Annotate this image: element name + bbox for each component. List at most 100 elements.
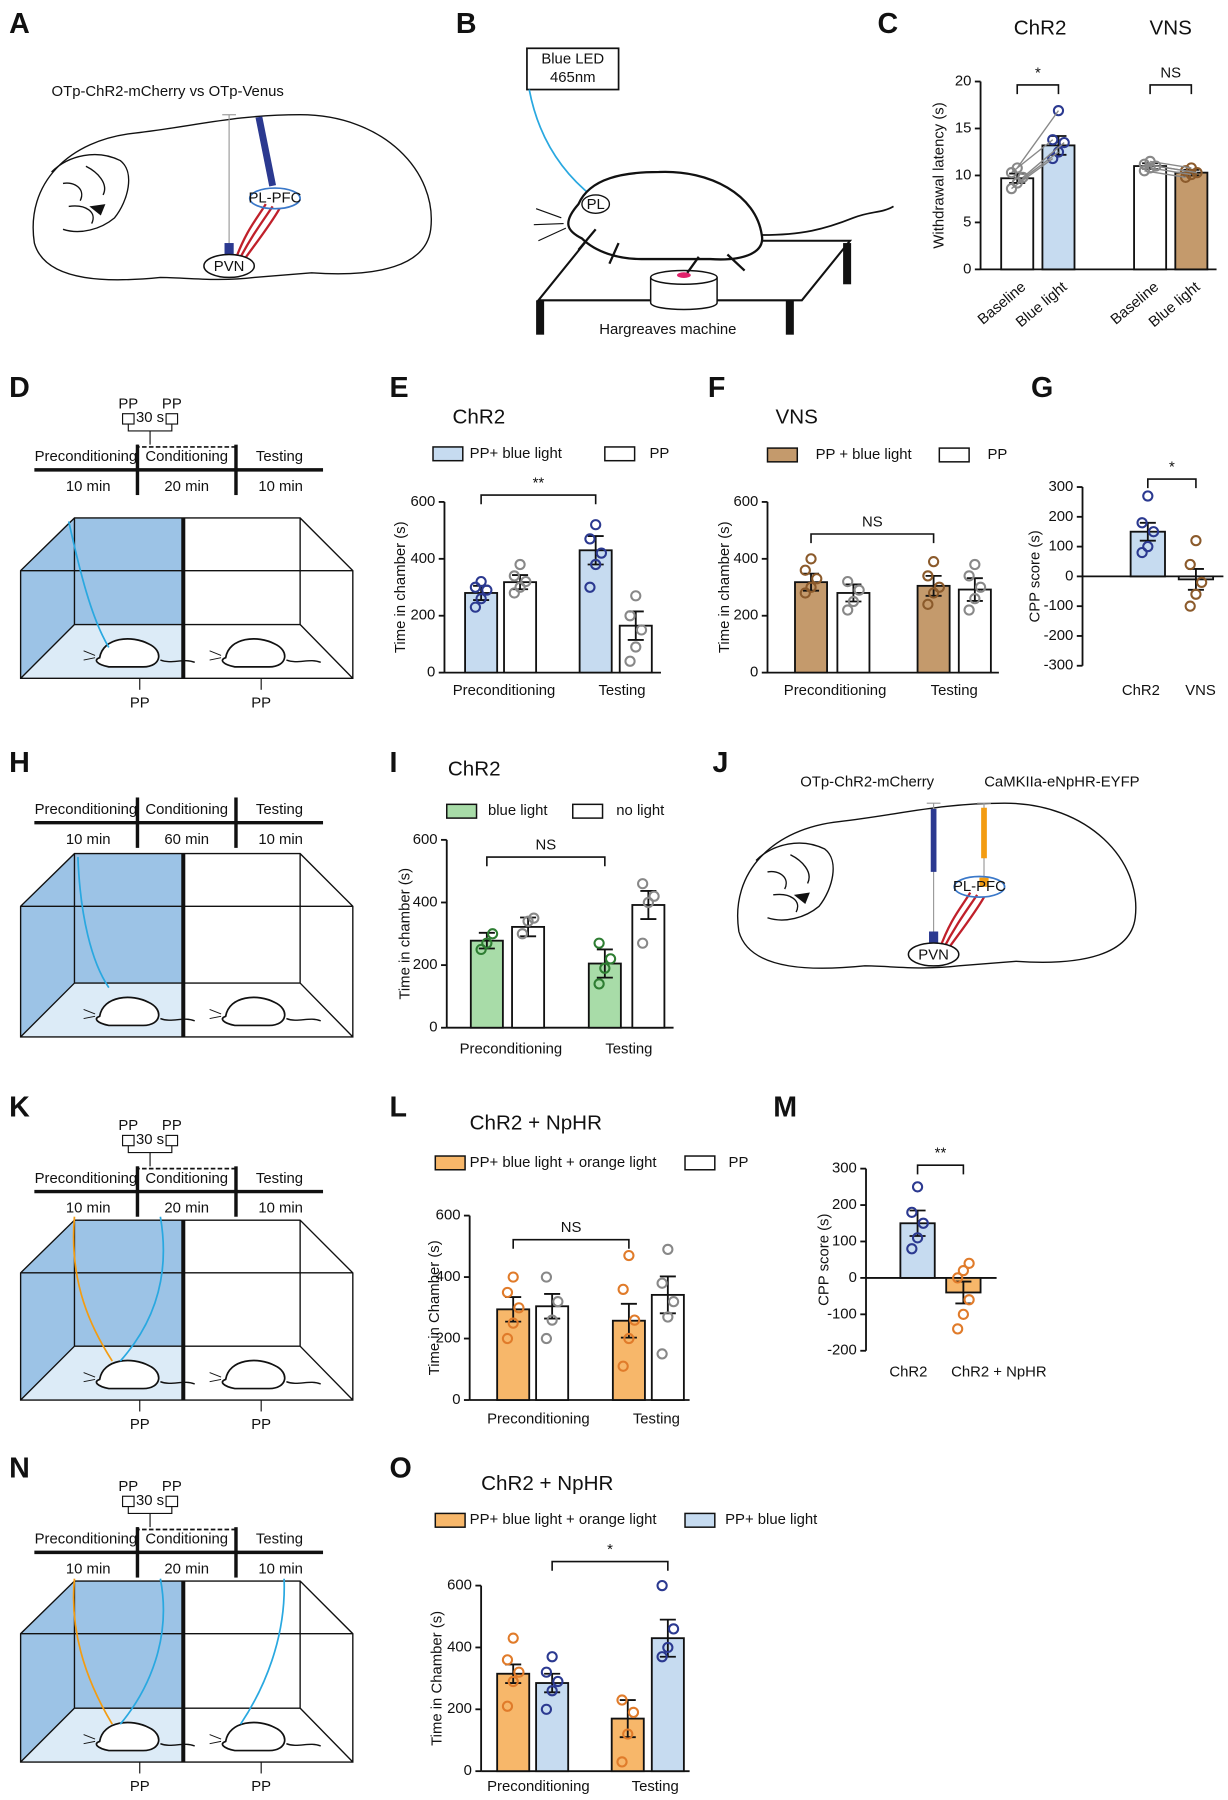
- brain-j: [737, 802, 1137, 969]
- y-tick-label: 300: [1049, 479, 1074, 495]
- data-point: [513, 1666, 525, 1678]
- x-tick-label: Preconditioning: [784, 683, 887, 699]
- data-point: [1142, 490, 1154, 502]
- data-point: [656, 1348, 668, 1360]
- data-point: [637, 937, 649, 949]
- data-point: [593, 937, 605, 949]
- stimulus-box: [165, 413, 179, 425]
- significance-bracket: [810, 533, 935, 544]
- data-point: [540, 1271, 553, 1283]
- y-tick-label: 200: [413, 957, 438, 973]
- stimulus-label: PP: [162, 1118, 182, 1134]
- bar: [535, 1682, 570, 1773]
- legend-label: PP+ blue light + orange light: [470, 1512, 658, 1528]
- site-label: PP: [251, 1779, 271, 1795]
- panel-label: J: [713, 747, 729, 779]
- data-point: [630, 641, 642, 653]
- phase-label: Preconditioning: [35, 1532, 138, 1548]
- data-point: [911, 1181, 924, 1193]
- legend-swatch: [446, 803, 478, 819]
- data-point: [1011, 177, 1023, 189]
- significance-label: *: [1035, 65, 1041, 81]
- x-tick-label: Testing: [632, 1779, 679, 1795]
- x-tick-label: Preconditioning: [453, 683, 556, 699]
- data-point: [648, 890, 660, 902]
- panel-label: E: [389, 372, 408, 404]
- mouse-whiskers: [209, 1008, 222, 1020]
- mouse: [95, 996, 160, 1027]
- duration-label: 10 min: [258, 479, 303, 495]
- data-point: [969, 558, 981, 571]
- y-axis-label: Time in chamber (s): [393, 521, 409, 653]
- optic-fiber: [72, 1578, 113, 1725]
- phase-label: Conditioning: [145, 1532, 228, 1548]
- significance-label: NS: [536, 838, 557, 854]
- data-point: [1138, 158, 1150, 170]
- mouse-tail: [286, 1381, 322, 1385]
- data-point: [662, 1311, 674, 1323]
- chamber-frame: [19, 852, 354, 1038]
- interval-bracket: [127, 1506, 173, 1528]
- data-point: [805, 553, 817, 565]
- stimulus-label: PP: [118, 1479, 138, 1495]
- panel-label: A: [9, 8, 30, 40]
- significance-bracket: [1016, 84, 1060, 95]
- chart-title: VNS: [776, 406, 818, 429]
- significance-label: *: [607, 1542, 613, 1558]
- x-tick-label: Preconditioning: [487, 1411, 590, 1427]
- chart-title: ChR2: [448, 757, 501, 780]
- significance-label: *: [1169, 460, 1175, 476]
- x-tick-label: ChR2: [1122, 683, 1160, 699]
- paired-line: [1149, 167, 1192, 176]
- data-point: [469, 581, 482, 593]
- data-point: [590, 558, 602, 571]
- y-tick-label: 100: [1049, 539, 1074, 555]
- data-point: [501, 1286, 514, 1299]
- x-tick-label: Testing: [605, 1041, 652, 1057]
- panel-label: K: [9, 1092, 30, 1124]
- data-point: [1052, 105, 1065, 117]
- legend-swatch: [434, 1155, 466, 1171]
- mouse-tail: [160, 1743, 195, 1747]
- data-point: [623, 1332, 635, 1345]
- y-tick-label: 200: [832, 1197, 857, 1213]
- mouse-tail: [160, 1017, 195, 1022]
- optic-fiber: [119, 1578, 165, 1725]
- bar: [535, 1305, 570, 1401]
- bar: [1041, 144, 1076, 271]
- y-tick-label: 0: [750, 665, 758, 681]
- duration-label: 10 min: [258, 832, 303, 848]
- bar: [957, 588, 992, 674]
- panel-label: O: [389, 1452, 411, 1484]
- stimulus-box: [165, 1495, 179, 1508]
- legend-swatch: [684, 1155, 716, 1171]
- panel-label: N: [9, 1452, 30, 1484]
- error-bar: [909, 1209, 926, 1237]
- data-point: [1184, 600, 1196, 612]
- data-point: [552, 1296, 564, 1308]
- legend-swatch: [938, 447, 970, 463]
- data-point: [906, 1206, 918, 1218]
- data-point: [662, 1641, 674, 1654]
- data-point: [667, 1623, 680, 1635]
- legend-swatch: [766, 447, 799, 463]
- data-point: [1185, 162, 1197, 174]
- bar: [469, 939, 504, 1029]
- data-point: [1136, 546, 1148, 559]
- chart-title: ChR2 + NpHR: [470, 1111, 602, 1134]
- data-point: [528, 912, 540, 924]
- data-point: [952, 1323, 964, 1335]
- data-point: [922, 598, 934, 610]
- paired-line: [1022, 142, 1065, 178]
- legend-label: PP+ blue light + orange light: [470, 1155, 658, 1171]
- x-tick-label: ChR2: [889, 1364, 927, 1380]
- legend-label: PP+ blue light: [725, 1512, 818, 1528]
- bar: [631, 904, 666, 1029]
- significance-label: NS: [561, 1220, 582, 1236]
- significance-bracket: [512, 1238, 630, 1249]
- panel-label: D: [9, 372, 30, 404]
- conditioning-frame: [136, 1166, 237, 1190]
- data-point: [1147, 526, 1160, 538]
- nucleus-label: PVN: [214, 259, 245, 275]
- data-point: [637, 878, 649, 890]
